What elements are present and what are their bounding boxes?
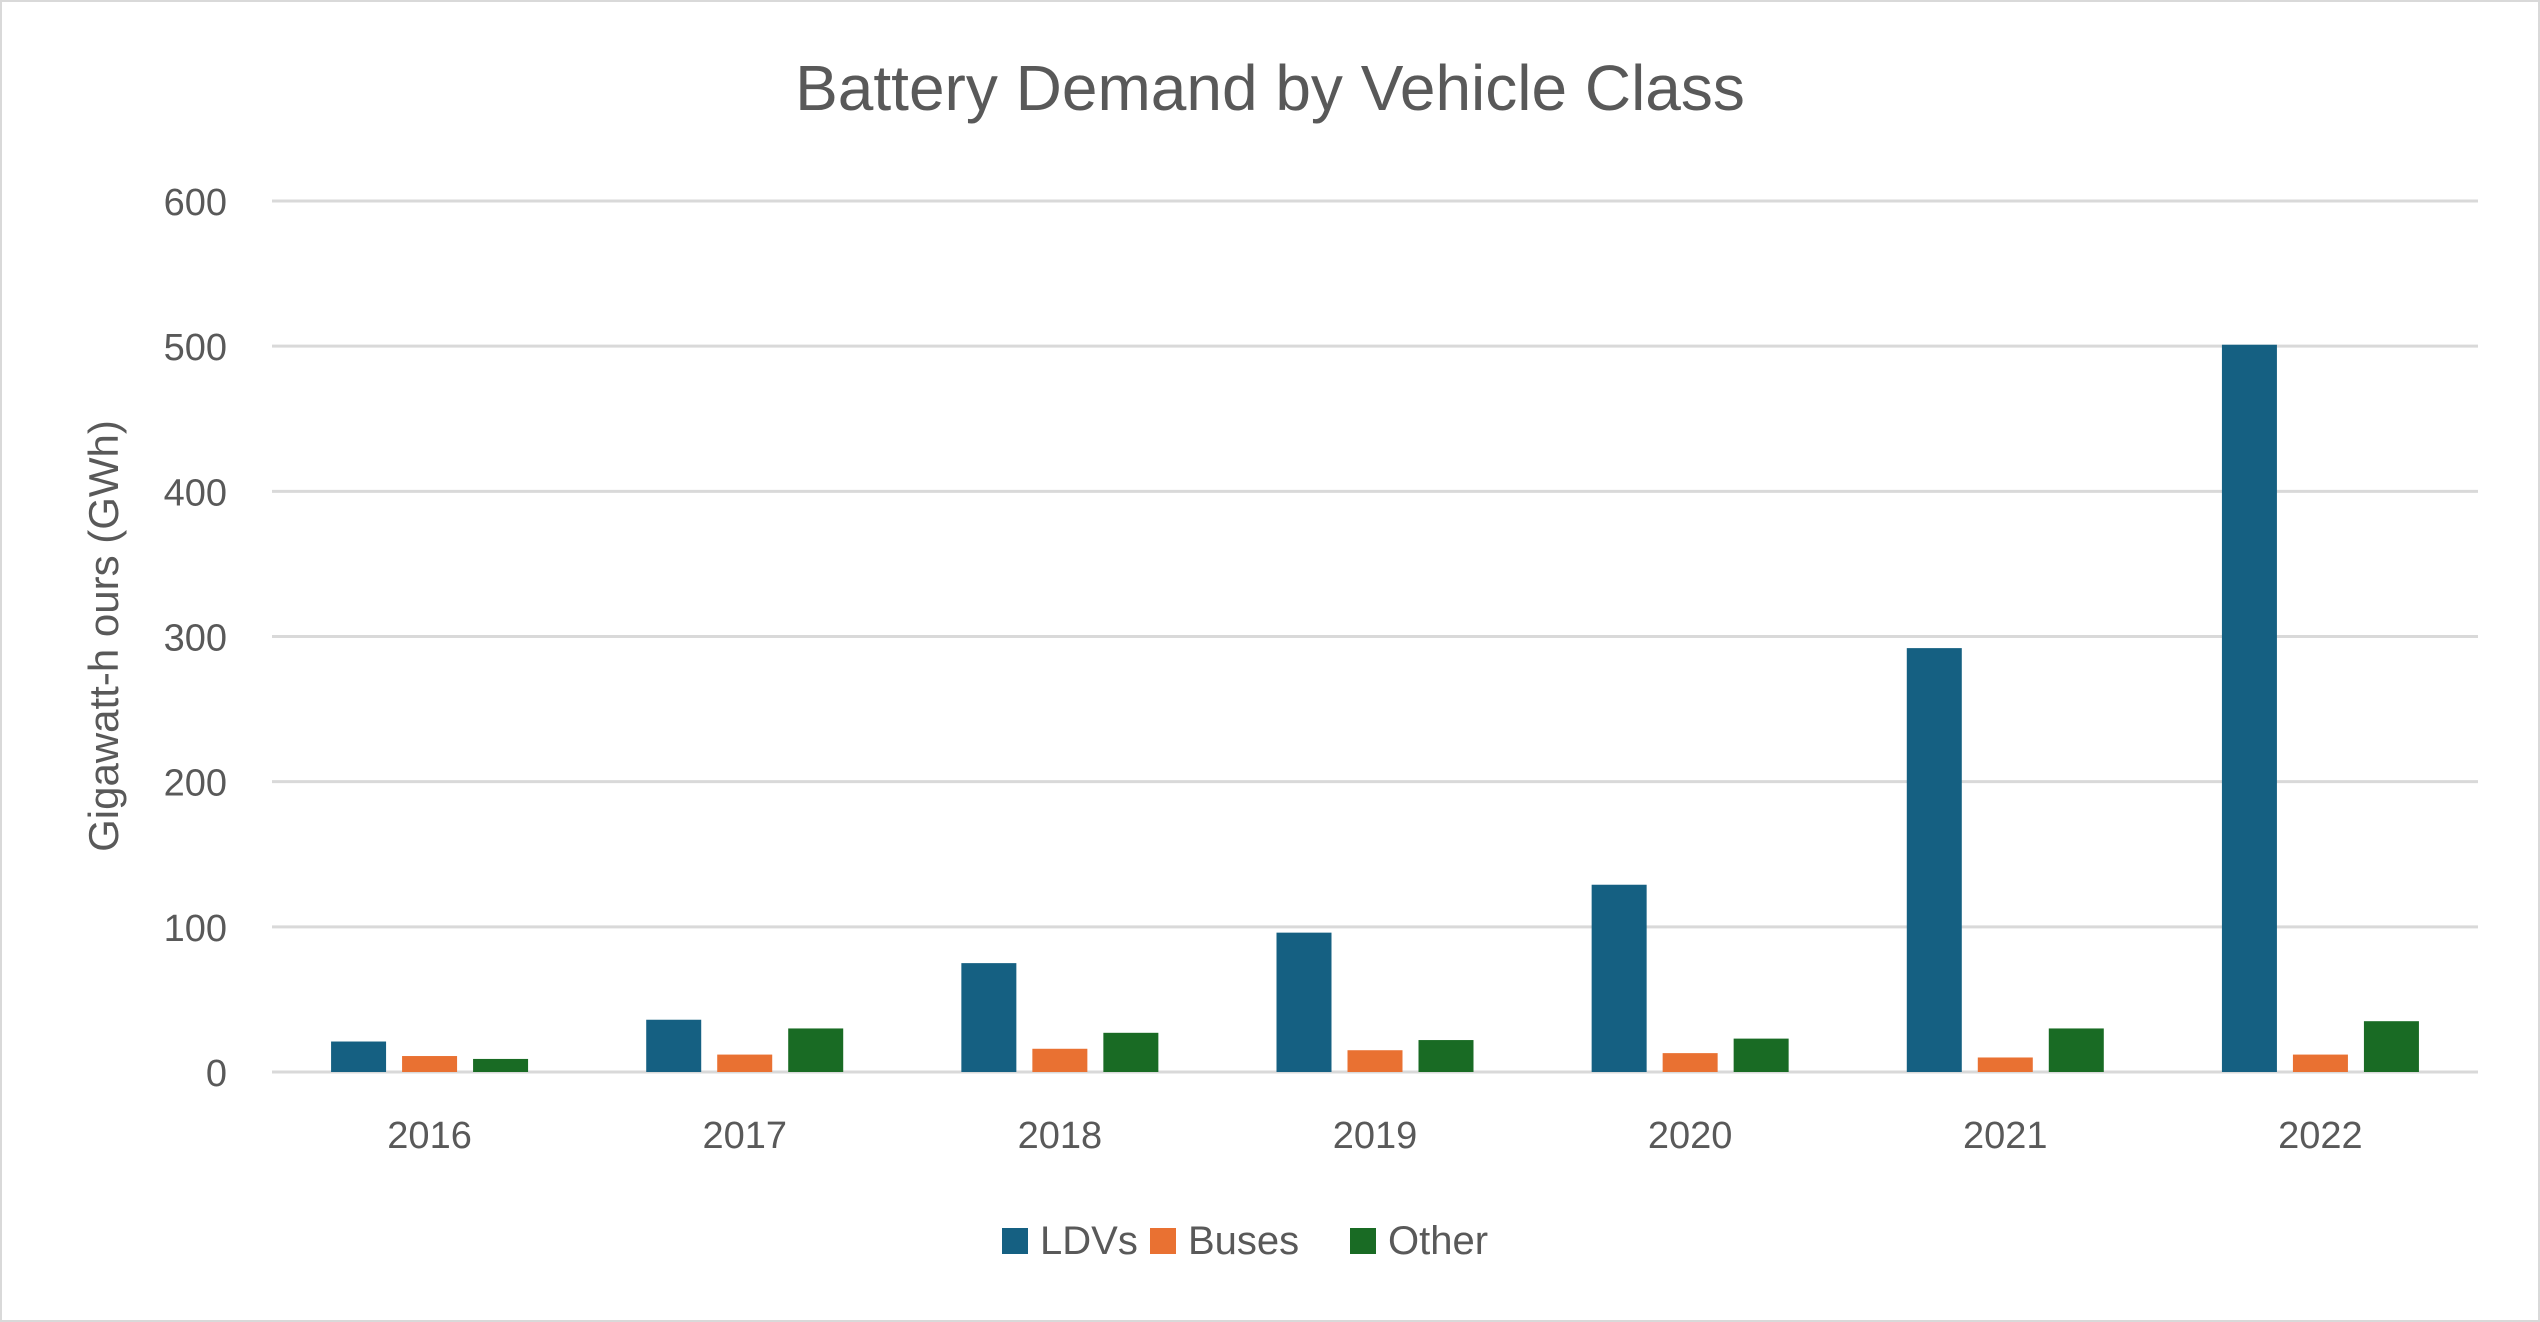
bar-ldvs-2021 (1906, 648, 1962, 1072)
x-tick-label: 2018 (1018, 1115, 1103, 1157)
y-tick-label: 100 (164, 908, 227, 950)
bar-ldvs-2017 (646, 1019, 702, 1072)
bar-buses-2020 (1662, 1053, 1718, 1072)
bar-buses-2016 (402, 1056, 458, 1072)
y-tick-label: 500 (164, 327, 227, 369)
legend-item-other: Other (1350, 1219, 1488, 1263)
y-tick-labels: 0 100 200 300 400 500 600 (164, 182, 227, 1095)
y-tick-label: 200 (164, 763, 227, 805)
bar-ldvs-2018 (961, 963, 1017, 1072)
x-tick-label: 2016 (387, 1115, 472, 1157)
legend-item-ldvs: LDVs (1002, 1219, 1138, 1263)
legend-label: Buses (1188, 1219, 1299, 1263)
bar-buses-2017 (717, 1054, 773, 1072)
legend: LDVs Buses Other (1002, 1219, 1488, 1263)
bar-buses-2022 (2292, 1054, 2348, 1072)
y-tick-label: 600 (164, 182, 227, 224)
x-tick-label: 2020 (1648, 1115, 1733, 1157)
y-tick-label: 300 (164, 618, 227, 660)
bar-ldvs-2022 (2221, 344, 2277, 1073)
x-tick-label: 2019 (1333, 1115, 1418, 1157)
y-axis-label: Gigawatt-h ours (GWh) (80, 420, 127, 852)
x-tick-label: 2021 (1963, 1115, 2048, 1157)
bar-other-2021 (2048, 1028, 2104, 1072)
bar-other-2016 (473, 1058, 529, 1072)
legend-label: LDVs (1040, 1219, 1138, 1263)
y-tick-label: 400 (164, 472, 227, 514)
bar-other-2019 (1418, 1040, 1474, 1072)
bar-buses-2019 (1347, 1050, 1403, 1072)
legend-swatch (1350, 1228, 1376, 1254)
legend-label: Other (1388, 1219, 1488, 1263)
legend-item-buses: Buses (1150, 1219, 1299, 1263)
y-tick-label: 0 (206, 1053, 227, 1095)
bars (331, 344, 2419, 1073)
bar-ldvs-2019 (1276, 932, 1332, 1072)
gridlines (272, 199, 2478, 1074)
legend-swatch (1002, 1228, 1028, 1254)
bar-ldvs-2016 (331, 1041, 387, 1072)
legend-swatch (1150, 1228, 1176, 1254)
bar-ldvs-2020 (1591, 884, 1647, 1072)
bar-buses-2018 (1032, 1048, 1088, 1072)
chart-title: Battery Demand by Vehicle Class (795, 52, 1745, 124)
x-tick-labels: 2016 2017 2018 2019 2020 2021 2022 (387, 1115, 2362, 1157)
bar-other-2017 (788, 1028, 844, 1072)
x-tick-label: 2017 (702, 1115, 787, 1157)
bar-other-2018 (1103, 1032, 1159, 1072)
bar-other-2020 (1733, 1038, 1789, 1072)
bar-buses-2021 (1977, 1057, 2033, 1072)
bar-other-2022 (2363, 1021, 2419, 1072)
x-tick-label: 2022 (2278, 1115, 2363, 1157)
